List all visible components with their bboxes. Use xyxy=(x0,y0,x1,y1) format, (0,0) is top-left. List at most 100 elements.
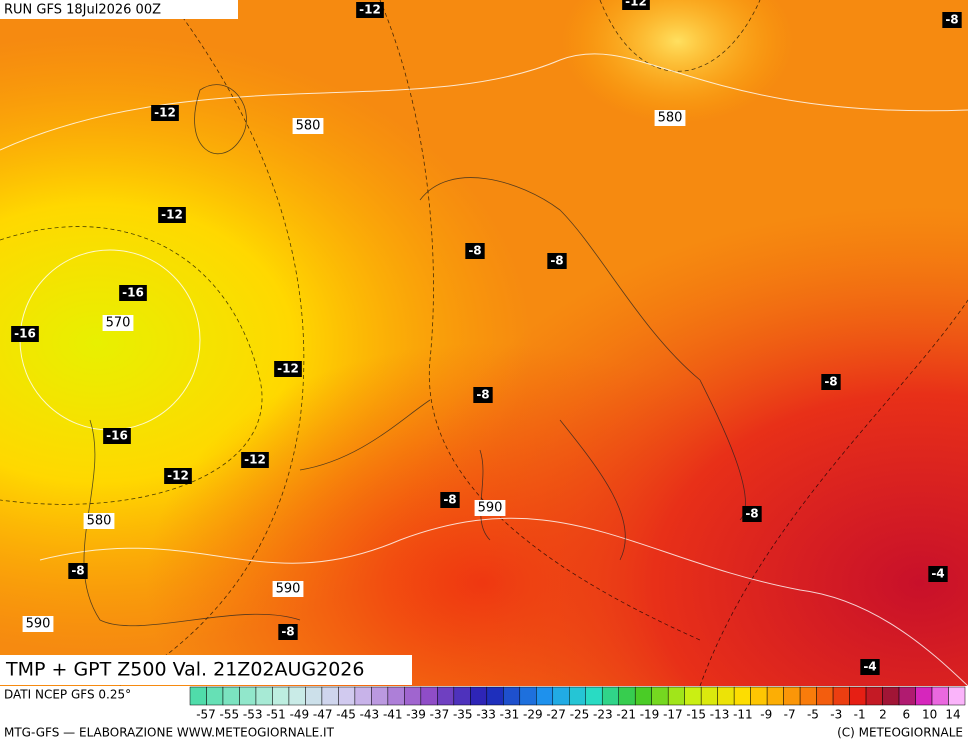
colorbar-label: -3 xyxy=(830,708,842,722)
colorbar-swatch xyxy=(733,686,751,706)
temp-contour-label: -8 xyxy=(468,244,481,258)
temp-contour-label: -12 xyxy=(154,106,176,120)
colorbar-swatch xyxy=(832,686,850,706)
gpt-contour-label: 590 xyxy=(276,582,301,597)
temp-label-box xyxy=(928,566,948,582)
colorbar-swatch xyxy=(898,686,916,706)
colorbar-swatch xyxy=(717,686,735,706)
colorbar-swatch xyxy=(766,686,784,706)
temp-contour-label: -8 xyxy=(281,625,294,639)
temp-label-box xyxy=(274,361,302,377)
colorbar-swatch xyxy=(948,686,966,706)
temp-label-box xyxy=(821,374,841,390)
colorbar-label: -45 xyxy=(336,708,356,722)
temp-label-box xyxy=(68,563,88,579)
colorbar-label: -47 xyxy=(313,708,333,722)
colorbar-label: 2 xyxy=(879,708,887,722)
temp-contour-label: -12 xyxy=(244,453,266,467)
colorbar-label: -49 xyxy=(290,708,310,722)
temp-label-box xyxy=(356,2,384,18)
colorbar-label: -55 xyxy=(220,708,240,722)
colorbar-swatch xyxy=(882,686,900,706)
temp-label-box xyxy=(465,243,485,259)
run-label: RUN GFS 18Jul2026 00Z xyxy=(4,3,161,18)
colorbar-swatch xyxy=(915,686,933,706)
gpt-contour-label: 590 xyxy=(478,501,503,516)
gpt-contour-label: 580 xyxy=(87,514,112,529)
colorbar-label: 14 xyxy=(945,708,960,722)
colorbar-swatch xyxy=(634,686,652,706)
colorbar-swatch xyxy=(222,686,240,706)
temp-label-box xyxy=(622,0,650,10)
colorbar-label: -13 xyxy=(710,708,730,722)
colorbar-swatch xyxy=(272,686,290,706)
colorbar-swatch xyxy=(305,686,323,706)
colorbar-swatch xyxy=(486,686,504,706)
temp-contour-label: -12 xyxy=(167,469,189,483)
colorbar-swatch xyxy=(206,686,224,706)
colorbar-label: -27 xyxy=(546,708,566,722)
colorbar-swatch xyxy=(536,686,554,706)
temp-contour-label: -8 xyxy=(476,388,489,402)
colorbar-swatch xyxy=(601,686,619,706)
colorbar-label: -41 xyxy=(383,708,403,722)
temp-label-box xyxy=(164,468,192,484)
temp-label-box xyxy=(278,624,298,640)
temp-contour-label: -4 xyxy=(863,660,876,674)
temp-contour-label: -12 xyxy=(161,208,183,222)
temp-contour-label: -4 xyxy=(931,567,944,581)
colorbar-label: -15 xyxy=(686,708,706,722)
colorbar-label: -19 xyxy=(640,708,660,722)
colorbar-label: 10 xyxy=(922,708,937,722)
colorbar-swatch xyxy=(799,686,817,706)
colorbar-swatch xyxy=(750,686,768,706)
temp-label-box xyxy=(440,492,460,508)
colorbar-label: -11 xyxy=(733,708,753,722)
colorbar-label: -5 xyxy=(807,708,819,722)
colorbar-label: -25 xyxy=(570,708,590,722)
colorbar-swatch xyxy=(288,686,306,706)
temp-label-box xyxy=(158,207,186,223)
gpt-contour-label: 580 xyxy=(658,111,683,126)
colorbar-swatch xyxy=(420,686,438,706)
gpt-label-box xyxy=(272,581,304,597)
colorbar-label: -21 xyxy=(616,708,636,722)
gpt-label-box xyxy=(102,315,134,331)
temp-label-box xyxy=(942,12,962,28)
colorbar-label: -17 xyxy=(663,708,683,722)
temp-contour-label: -16 xyxy=(14,327,36,341)
colorbar-label: -37 xyxy=(430,708,450,722)
colorbar-swatch xyxy=(387,686,405,706)
colorbar-swatch xyxy=(321,686,339,706)
colorbar-label: -1 xyxy=(854,708,866,722)
temp-label-box xyxy=(860,659,880,675)
colorbar-swatch xyxy=(700,686,718,706)
colorbar-swatch xyxy=(849,686,867,706)
colorbar-label: 6 xyxy=(902,708,910,722)
colorbar-swatch xyxy=(585,686,603,706)
temp-label-box xyxy=(11,326,39,342)
colorbar-label: -33 xyxy=(476,708,496,722)
temp-label-box xyxy=(119,285,147,301)
colorbar-swatch xyxy=(865,686,883,706)
temp-label-box xyxy=(103,428,131,444)
map-field xyxy=(0,0,968,687)
gpt-label-box xyxy=(22,616,54,632)
colorbar-swatch xyxy=(684,686,702,706)
temp-contour-label: -16 xyxy=(106,429,128,443)
title-box xyxy=(0,655,412,685)
run-label-box xyxy=(0,0,238,19)
colorbar-label: -51 xyxy=(266,708,286,722)
temp-contour-label: -8 xyxy=(550,254,563,268)
colorbar-label: -29 xyxy=(523,708,543,722)
gpt-contour-label: 570 xyxy=(106,316,131,331)
colorbar-label: -43 xyxy=(360,708,380,722)
colorbar-swatch xyxy=(437,686,455,706)
colorbar-label: -35 xyxy=(453,708,473,722)
temp-label-box xyxy=(742,506,762,522)
colorbar-swatch xyxy=(667,686,685,706)
colorbar-swatch xyxy=(651,686,669,706)
colorbar-label: -53 xyxy=(243,708,263,722)
footer-right: (C) METEOGIORNALE xyxy=(837,726,963,740)
gpt-label-box xyxy=(292,118,324,134)
